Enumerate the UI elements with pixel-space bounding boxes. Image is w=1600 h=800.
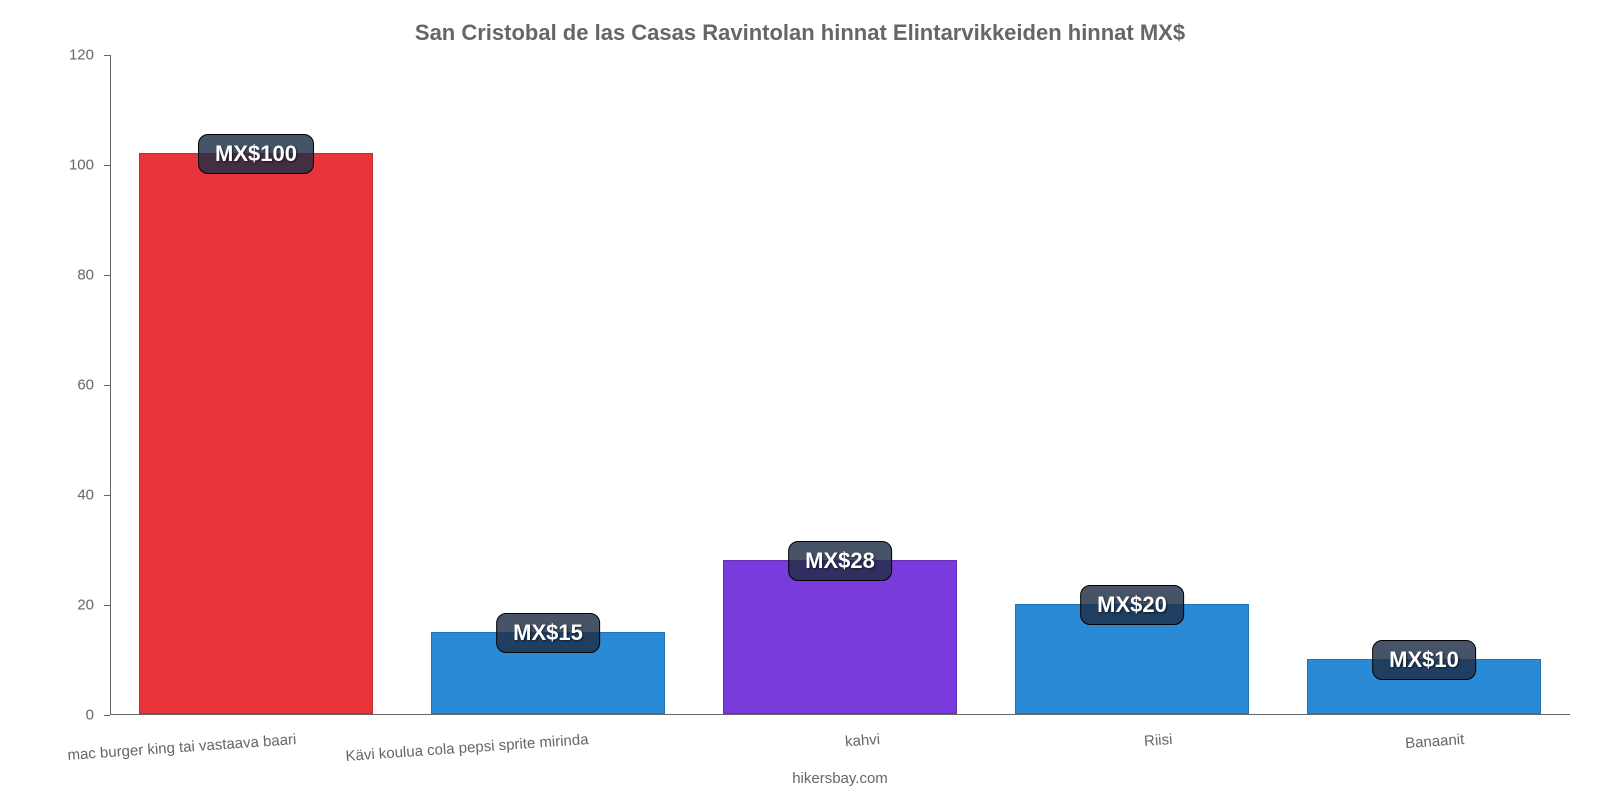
y-tick <box>104 385 110 386</box>
chart-container: MX$100MX$15MX$28MX$20MX$10 0204060801001… <box>110 55 1570 715</box>
bar-value-label: MX$100 <box>198 134 314 174</box>
source-label: hikersbay.com <box>792 770 888 787</box>
y-tick <box>104 55 110 56</box>
x-tick-label: Riisi <box>1143 731 1172 750</box>
x-tick-label: kahvi <box>844 731 880 750</box>
bar <box>139 153 373 714</box>
y-tick-label: 60 <box>0 377 94 394</box>
y-tick <box>104 165 110 166</box>
plot-area: MX$100 MX$15 MX$28 MX$20 MX$10 <box>110 55 1570 715</box>
bar <box>723 560 957 714</box>
y-tick <box>104 715 110 716</box>
bar-value-label: MX$15 <box>496 613 600 653</box>
y-tick-label: 0 <box>0 707 94 724</box>
y-axis <box>110 55 111 715</box>
x-tick-label: Kävi koulua cola pepsi sprite mirinda <box>345 731 589 765</box>
y-tick-label: 20 <box>0 597 94 614</box>
bar-value-label: MX$28 <box>788 541 892 581</box>
y-tick <box>104 605 110 606</box>
bar-value-label: MX$10 <box>1372 640 1476 680</box>
x-tick-label: mac burger king tai vastaava baari <box>67 731 297 764</box>
y-tick-label: 80 <box>0 267 94 284</box>
x-tick-label: Banaanit <box>1405 731 1465 752</box>
y-tick <box>104 275 110 276</box>
bar-value-label: MX$20 <box>1080 585 1184 625</box>
y-tick-label: 120 <box>0 47 94 64</box>
y-tick <box>104 495 110 496</box>
chart-title: San Cristobal de las Casas Ravintolan hi… <box>0 0 1600 46</box>
y-tick-label: 100 <box>0 157 94 174</box>
y-tick-label: 40 <box>0 487 94 504</box>
